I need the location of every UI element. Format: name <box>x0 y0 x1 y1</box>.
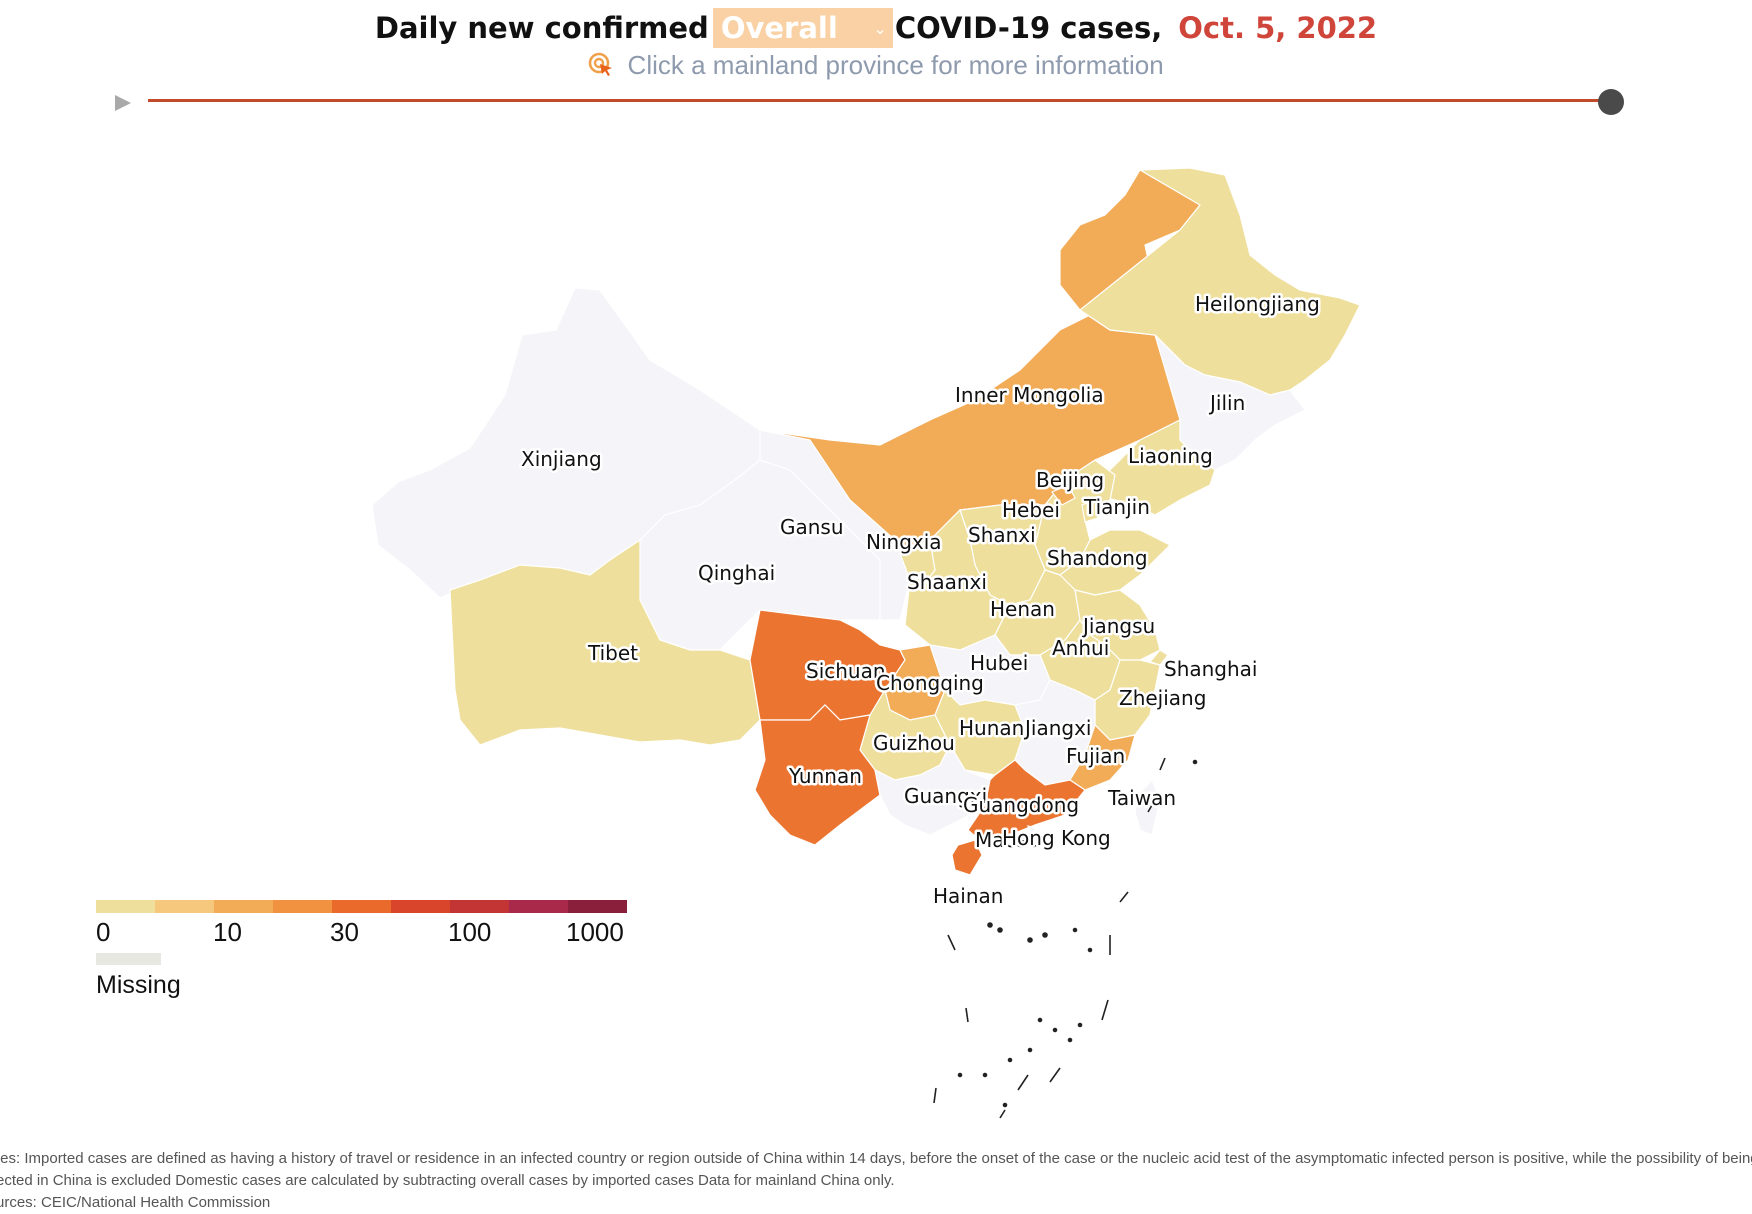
label-fujian: Fujian <box>1066 744 1125 768</box>
label-heilongjiang: Heilongjiang <box>1195 292 1320 316</box>
hint-text: Click a mainland province for more infor… <box>0 50 1752 81</box>
label-jilin: Jilin <box>1208 391 1245 415</box>
label-shanxi: Shanxi <box>968 523 1036 547</box>
province-guangxi[interactable] <box>874 743 991 836</box>
sources-line: urces: CEIC/National Health Commission <box>0 1194 271 1211</box>
province-taiwan[interactable] <box>1134 778 1161 836</box>
label-jiangsu: Jiangsu <box>1081 614 1155 638</box>
label-chongqing: Chongqing <box>876 671 984 695</box>
timeline-track[interactable] <box>148 99 1610 102</box>
legend-swatch <box>96 900 155 913</box>
hint-label: Click a mainland province for more infor… <box>627 50 1164 80</box>
legend-swatch <box>273 900 332 913</box>
label-guizhou: Guizhou <box>873 731 955 755</box>
province-macau[interactable] <box>1011 833 1020 842</box>
label-inner-mongolia: Inner Mongolia <box>955 383 1104 407</box>
label-beijing: Beijing <box>1036 468 1104 492</box>
province-labels: Heilongjiang Jilin Liaoning Inner Mongol… <box>519 290 1323 911</box>
label-guangdong: Guangdong <box>963 793 1079 817</box>
province-hong-kong[interactable] <box>1026 825 1037 836</box>
label-zhejiang: Zhejiang <box>1119 686 1206 710</box>
province-tianjin[interactable] <box>1081 499 1099 523</box>
legend-swatch <box>450 900 509 913</box>
title-prefix: Daily new confirmed <box>374 11 709 45</box>
label-liaoning: Liaoning <box>1128 444 1213 468</box>
legend-swatch <box>509 900 568 913</box>
province-hainan[interactable] <box>951 839 983 876</box>
footnote: tes: Imported cases are defined as havin… <box>0 1148 1752 1214</box>
case-type-value: Overall <box>720 11 838 45</box>
province-heilongjiang[interactable] <box>1078 167 1361 396</box>
south-china-sea-islands <box>933 757 1198 1119</box>
province-fujian[interactable] <box>1069 723 1136 791</box>
legend-tick-30: 30 <box>330 917 359 947</box>
label-shanghai: Shanghai <box>1164 657 1258 681</box>
legend-tick-10: 10 <box>213 917 242 947</box>
click-cursor-icon <box>589 52 613 76</box>
legend-tick-1000: 1000 <box>566 917 624 947</box>
case-type-select[interactable]: Overall ⌄ <box>712 8 893 48</box>
label-sichuan: Sichuan <box>806 659 886 683</box>
label-shaanxi: Shaanxi <box>907 570 987 594</box>
label-tianjin: Tianjin <box>1083 495 1150 519</box>
label-taiwan: Taiwan <box>1107 786 1176 810</box>
label-qinghai: Qinghai <box>698 561 775 585</box>
timeline-handle[interactable] <box>1598 89 1624 115</box>
label-tibet: Tibet <box>587 641 638 665</box>
label-gansu: Gansu <box>780 515 844 539</box>
label-shandong: Shandong <box>1047 546 1148 570</box>
label-macau: Macau <box>975 828 1040 852</box>
legend-color-bar <box>96 900 627 913</box>
label-hubei: Hubei <box>970 651 1028 675</box>
legend-swatch <box>214 900 273 913</box>
province-beijing[interactable] <box>1051 484 1076 506</box>
label-ningxia: Ningxia <box>866 530 942 554</box>
legend-swatch <box>332 900 391 913</box>
legend-swatch <box>568 900 627 913</box>
legend-ticks: 0 10 30 100 1000 <box>96 913 627 947</box>
legend-tick-100: 100 <box>448 917 492 947</box>
note-line-1: tes: Imported cases are defined as havin… <box>0 1150 1752 1167</box>
note-line-2: ected in China is excluded Domestic case… <box>0 1172 895 1189</box>
label-xinjiang: Xinjiang <box>521 447 602 471</box>
chevron-down-icon: ⌄ <box>873 18 887 38</box>
color-legend: 0 10 30 100 1000 <box>96 900 627 947</box>
legend-tick-0: 0 <box>96 917 111 947</box>
legend-swatch <box>155 900 214 913</box>
title-suffix: COVID-19 cases, <box>894 11 1163 45</box>
label-hainan: Hainan <box>933 884 1003 908</box>
province-guangdong[interactable] <box>967 759 1086 846</box>
chart-title: Daily new confirmed Overall ⌄ COVID-19 c… <box>0 6 1752 50</box>
label-yunnan: Yunnan <box>788 764 862 788</box>
label-hunan: Hunan <box>959 716 1024 740</box>
legend-missing-label: Missing <box>96 971 181 999</box>
play-icon[interactable] <box>112 92 134 114</box>
label-anhui: Anhui <box>1052 636 1109 660</box>
label-henan: Henan <box>990 597 1055 621</box>
label-guangxi: Guangxi <box>904 784 987 808</box>
title-date: Oct. 5, 2022 <box>1178 11 1378 45</box>
label-jiangxi: Jiangxi <box>1023 716 1091 740</box>
legend-missing-swatch <box>96 953 161 965</box>
label-hebei: Hebei <box>1002 498 1060 522</box>
province-shapes <box>371 167 1361 876</box>
label-hong-kong: Hong Kong <box>1002 826 1111 850</box>
legend-swatch <box>391 900 450 913</box>
